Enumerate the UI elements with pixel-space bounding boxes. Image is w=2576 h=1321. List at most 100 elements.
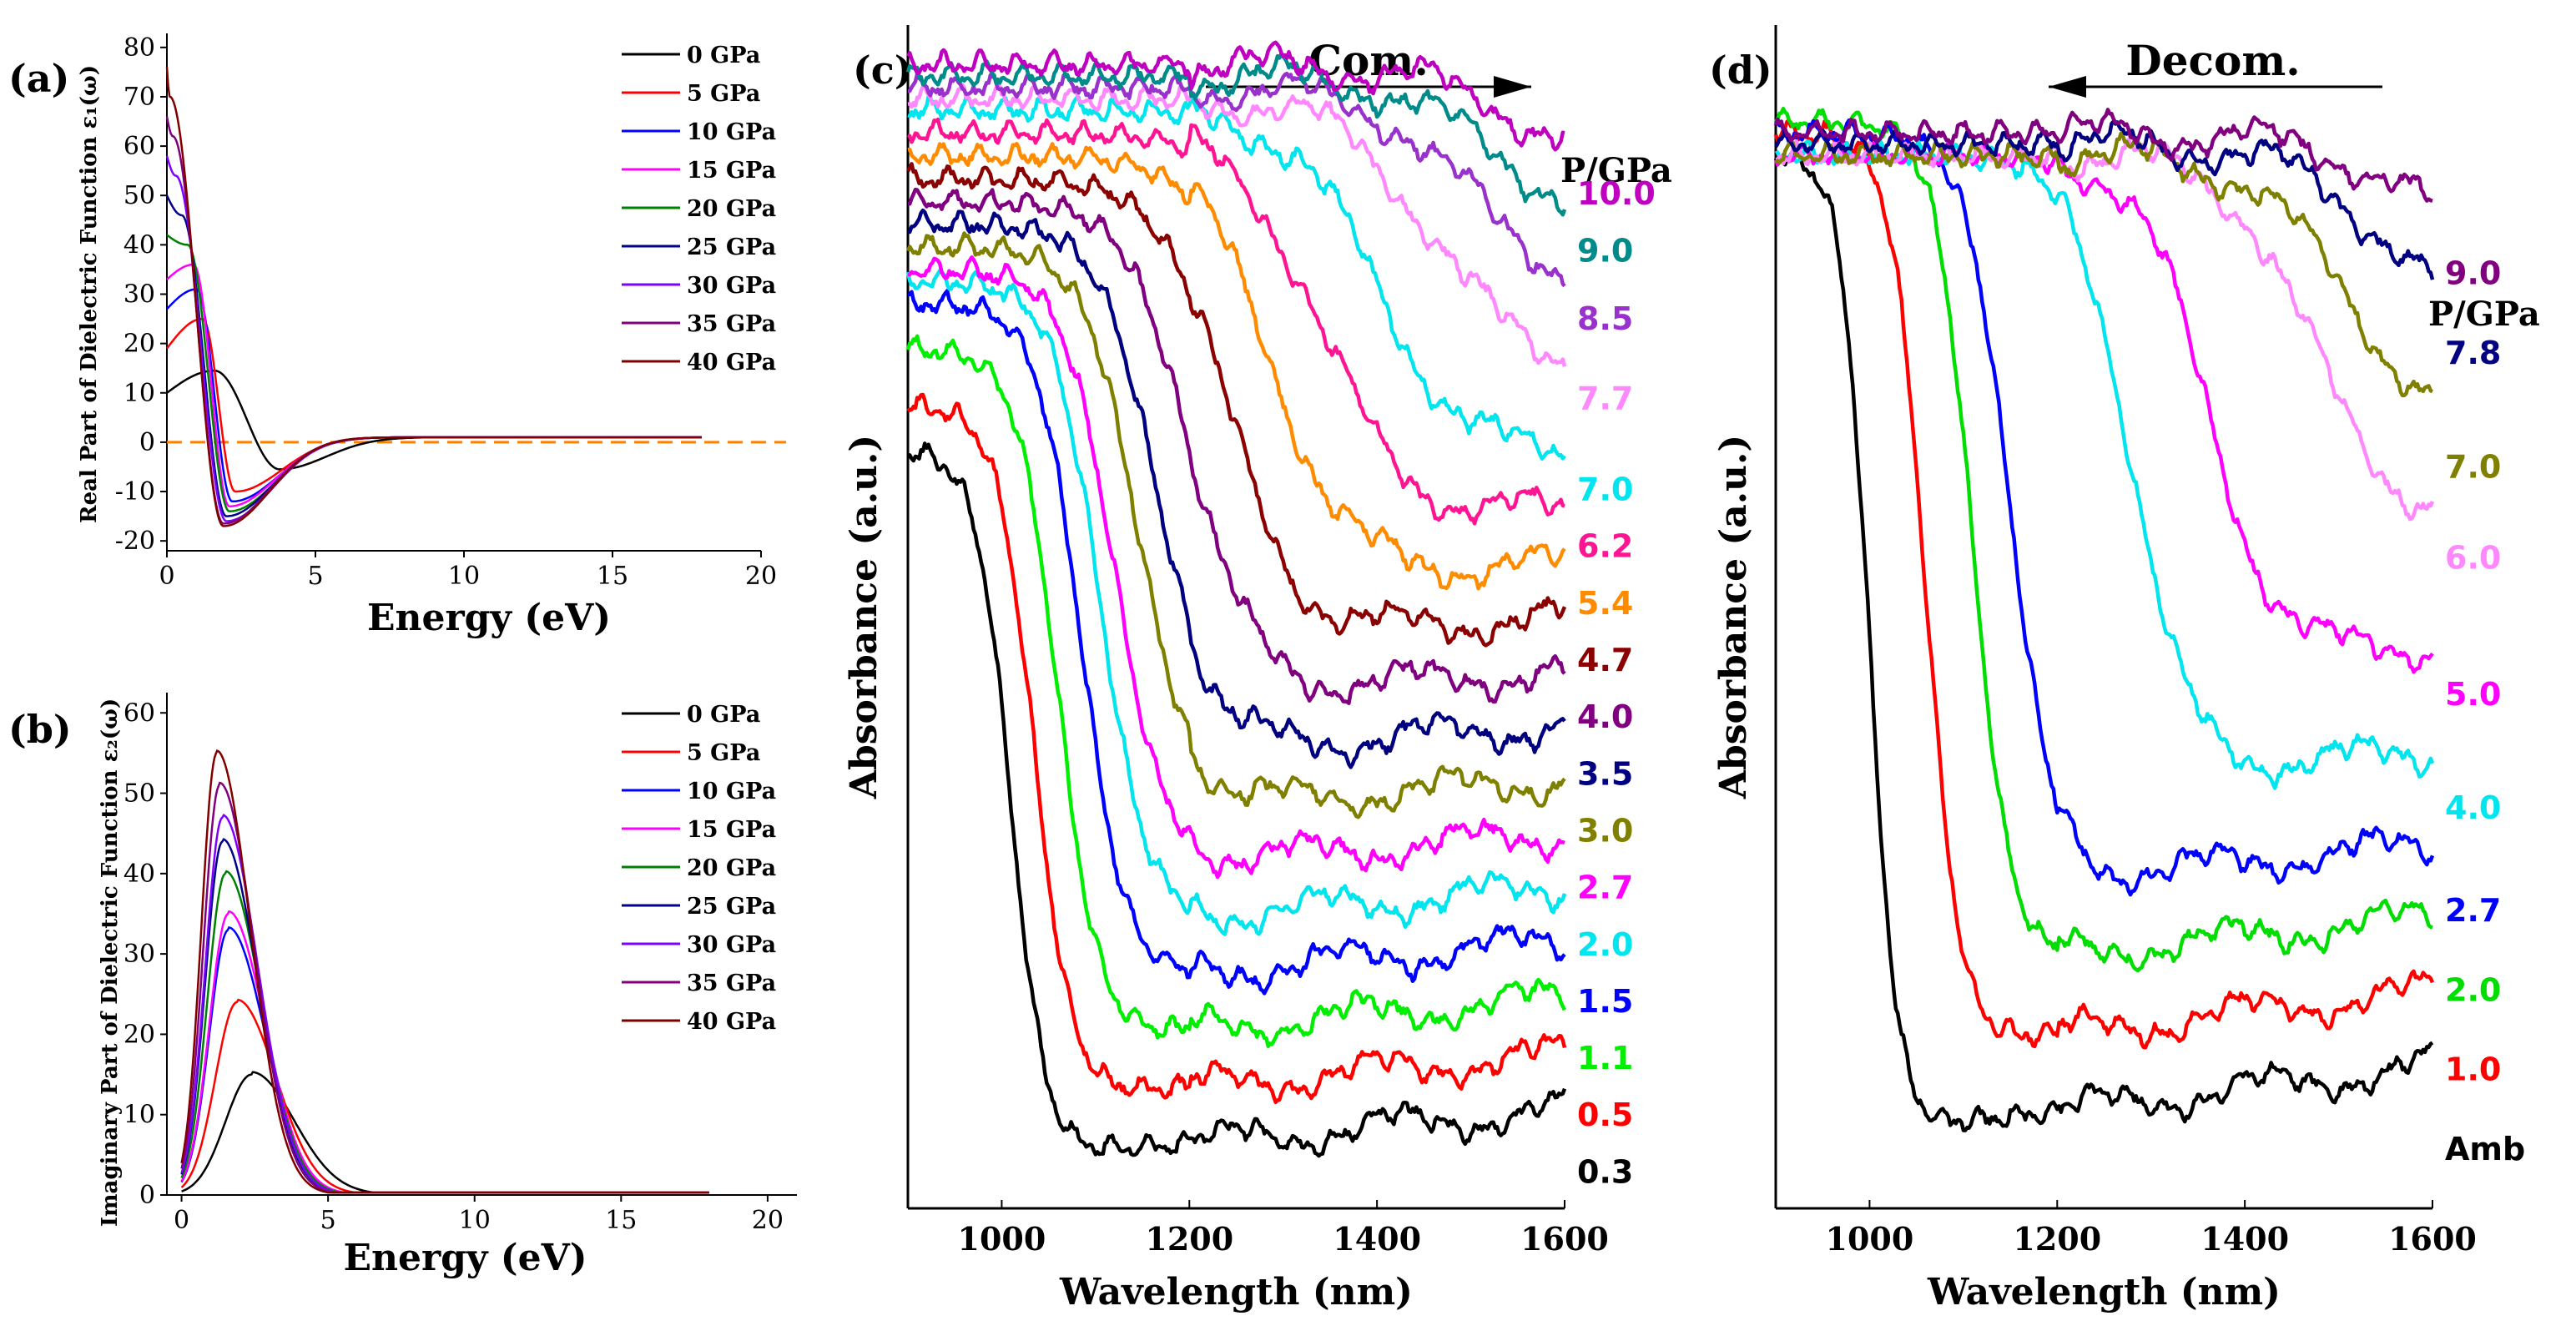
- panel-d-pressure-label: 6.0: [2445, 539, 2501, 576]
- panel-c-pressure-label: 0.3: [1577, 1153, 1633, 1190]
- panel-b-y-axis-title: Imaginary Part of Dielectric Function ε₂…: [98, 698, 123, 1227]
- panel-a-y-tick-label: -10: [115, 477, 155, 507]
- panel-c-series-line: [907, 141, 1566, 591]
- panel-d-series-line: [1774, 118, 2435, 897]
- panel-c-series-line: [905, 269, 1567, 936]
- panel-a-x-tick-label: 20: [745, 562, 777, 591]
- panel-c-series-line: [906, 441, 1567, 1158]
- panel-d-arrow-label: Decom.: [2125, 36, 2300, 85]
- panel-a-legend-label: 5 GPa: [687, 81, 760, 107]
- panel-b-series-line: [181, 1071, 709, 1194]
- panel-d-pressure-label: 7.0: [2445, 448, 2501, 485]
- panel-b-y-tick-label: 30: [124, 940, 155, 969]
- panel-d-pressure-label: 4.0: [2445, 789, 2501, 826]
- panel-b-y-tick-label: 0: [139, 1181, 155, 1210]
- panel-b-series-line: [180, 925, 709, 1194]
- panel-d-pressure-label: 9.0: [2445, 255, 2501, 292]
- panel-c-series-line: [905, 231, 1566, 819]
- panel-a-series-line: [165, 155, 702, 522]
- panel-b: (b) 0 5 10 15 20 0 10 20 30 40 50 60 Energy (eV) Imagi…: [8, 693, 797, 1279]
- panel-c-x-tick-label: 1600: [1520, 1220, 1609, 1258]
- panel-a-y-tick-label: 50: [124, 181, 155, 210]
- panel-c-y-axis-title: Absorbance (a.u.): [843, 435, 885, 799]
- panel-b-x-tick-label: 0: [174, 1206, 189, 1235]
- panel-a-y-tick-label: 20: [124, 330, 155, 359]
- panel-b-series-line: [180, 781, 709, 1194]
- panel-d-pressure-label: 1.0: [2445, 1051, 2501, 1088]
- panel-c-pressure-label: 9.0: [1577, 232, 1633, 269]
- panel-d-series-line: [1773, 140, 2434, 674]
- panel-d-y-axis-title: Absorbance (a.u.): [1712, 435, 1755, 799]
- panel-b-x-tick-label: 15: [605, 1206, 637, 1235]
- panel-d-series-line: [1773, 108, 2433, 203]
- panel-a-y-tick-label: 40: [124, 230, 155, 260]
- panel-a-series-line: [166, 317, 702, 493]
- panel-c-pressure-label: 4.0: [1577, 698, 1633, 735]
- panel-b-series-line: [180, 998, 709, 1194]
- panel-c-x-axis-title: Wavelength (nm): [1059, 1271, 1413, 1313]
- panel-a-y-axis-title: Real Part of Dielectric Function ε₁(ω): [77, 65, 102, 523]
- panel-b-x-tick-label: 5: [320, 1206, 336, 1235]
- panel-a-series-line: [165, 116, 702, 525]
- panel-a-series-line: [165, 194, 702, 517]
- panel-c-pressure-label: 7.0: [1577, 471, 1633, 508]
- panel-c: (c) 1000 1200 1400 1600 Wavelength (nm) Absorb…: [843, 25, 1672, 1313]
- panel-c-legend-title: P/GPa: [1560, 151, 1672, 190]
- panel-c-series-line: [906, 208, 1566, 769]
- panel-b-legend-label: 30 GPa: [687, 932, 776, 958]
- panel-b-label: (b): [8, 707, 72, 752]
- panel-d-pressure-label: Amb: [2445, 1131, 2525, 1167]
- panel-c-pressure-label: 3.0: [1577, 812, 1633, 849]
- panel-c-series-line: [906, 40, 1565, 152]
- panel-c-series-line: [907, 255, 1565, 880]
- panel-b-legend-label: 35 GPa: [687, 971, 776, 996]
- panel-a-legend-label: 20 GPa: [687, 196, 776, 222]
- panel-c-series-line: [907, 82, 1567, 367]
- panel-c-series-line: [907, 117, 1565, 526]
- panel-b-x-tick-label: 20: [752, 1206, 784, 1235]
- panel-b-y-tick-label: 40: [124, 860, 155, 889]
- panel-a-y-tick-label: 70: [124, 83, 155, 112]
- panel-d-x-axis-title: Wavelength (nm): [1927, 1271, 2281, 1313]
- panel-c-x-tick-label: 1000: [958, 1220, 1046, 1258]
- panel-b-legend-label: 0 GPa: [687, 702, 760, 728]
- panel-c-series-line: [905, 52, 1567, 217]
- panel-c-x-tick-label: 1400: [1333, 1220, 1421, 1258]
- panel-a-y-tick-label: 0: [139, 428, 155, 457]
- panel-a-y-tick-label: 60: [124, 132, 155, 161]
- panel-c-pressure-label: 8.5: [1577, 300, 1633, 337]
- panel-a: (a) 0 5 10 15 20 -20 -10 0 10 20 30 40 50 60 70 80 Energy…: [8, 33, 786, 639]
- panel-a-label: (a): [8, 56, 69, 101]
- panel-d: (d) 1000 1200 1400 1600 Wavelength (nm) Absorb…: [1709, 25, 2540, 1313]
- panel-d-legend-title: P/GPa: [2428, 295, 2540, 334]
- panel-b-y-tick-label: 10: [124, 1101, 155, 1130]
- panel-d-x-tick-label: 1200: [2013, 1220, 2101, 1258]
- panel-a-legend-label: 0 GPa: [687, 43, 760, 68]
- panel-d-pressure-label: 2.0: [2445, 971, 2501, 1008]
- panel-a-x-tick-label: 15: [597, 562, 628, 591]
- panel-b-x-tick-label: 10: [459, 1206, 491, 1235]
- panel-c-pressure-label: 0.5: [1577, 1097, 1633, 1133]
- panel-a-x-tick-label: 0: [159, 562, 174, 591]
- panel-c-series-line: [906, 392, 1567, 1105]
- panel-c-pressure-label: 4.7: [1577, 642, 1633, 678]
- panel-b-legend-label: 20 GPa: [687, 855, 776, 881]
- panel-b-y-tick-label: 50: [124, 779, 155, 809]
- panel-c-series-line: [907, 289, 1566, 996]
- panel-d-label: (d): [1709, 48, 1772, 93]
- panel-c-pressure-label: 3.5: [1577, 755, 1633, 792]
- panel-a-x-tick-label: 10: [448, 562, 480, 591]
- panel-a-y-tick-label: -20: [115, 527, 155, 556]
- panel-a-series-line: [166, 369, 702, 471]
- panel-a-legend-label: 10 GPa: [687, 119, 776, 145]
- panel-c-series-line: [907, 94, 1566, 461]
- panel-c-series-line: [905, 334, 1567, 1048]
- panel-b-legend-label: 10 GPa: [687, 779, 776, 804]
- panel-a-y-tick-label: 30: [124, 280, 155, 310]
- panel-c-pressure-label: 1.1: [1577, 1040, 1633, 1076]
- panel-a-series-line: [165, 67, 702, 527]
- panel-d-pressure-label: 5.0: [2445, 676, 2501, 713]
- panel-a-legend-label: 35 GPa: [687, 311, 776, 337]
- panel-a-y-tick-label: 10: [124, 379, 155, 408]
